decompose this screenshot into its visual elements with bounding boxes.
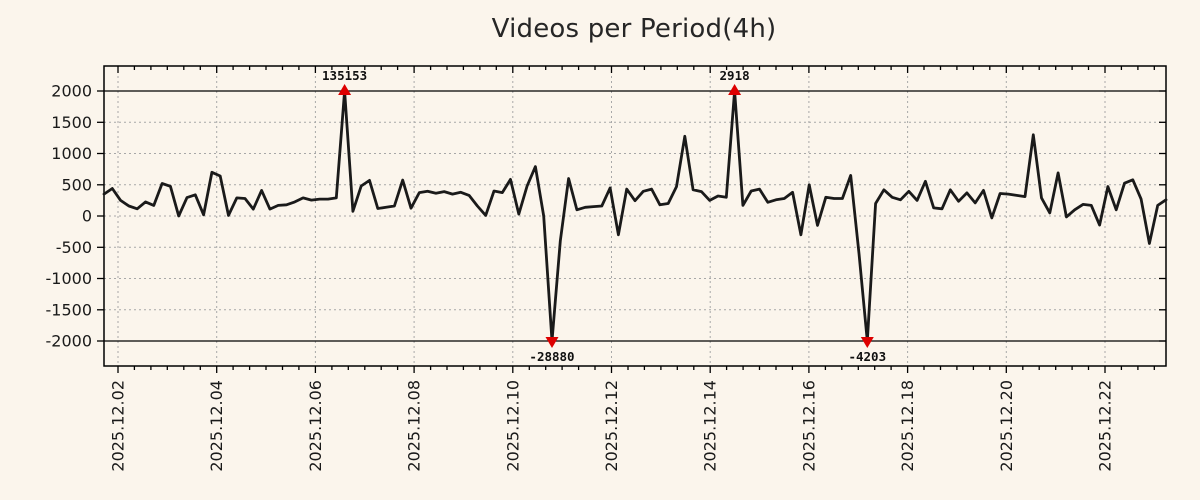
x-tick-label: 2025.12.08 (405, 380, 424, 472)
trough-marker-icon (860, 337, 874, 348)
trough-marker-label: -4203 (848, 349, 886, 364)
chart-title: Videos per Period(4h) (491, 14, 777, 44)
peak-marker-label: 2918 (720, 68, 750, 83)
x-tick-label: 2025.12.02 (109, 380, 128, 472)
y-tick-label: -1000 (46, 269, 93, 288)
y-tick-label: -1500 (46, 300, 93, 319)
trough-marker-label: -28880 (529, 349, 574, 364)
peak-marker-label: 135153 (322, 68, 367, 83)
x-tick-label: 2025.12.20 (997, 380, 1016, 472)
y-tick-label: -500 (56, 238, 92, 257)
peak-marker-icon (338, 84, 352, 95)
y-tick-label: 1000 (51, 144, 92, 163)
x-tick-label: 2025.12.22 (1096, 380, 1115, 472)
y-tick-label: -2000 (46, 332, 93, 351)
x-tick-label: 2025.12.10 (503, 380, 522, 472)
x-tick-label: 2025.12.04 (207, 380, 226, 472)
y-tick-label: 2000 (51, 82, 92, 101)
y-tick-label: 0 (82, 207, 92, 226)
trough-marker-icon (545, 337, 559, 348)
series-line (102, 89, 1168, 343)
x-tick-label: 2025.12.06 (306, 380, 325, 472)
x-tick-label: 2025.12.18 (898, 380, 917, 472)
x-tick-label: 2025.12.16 (799, 380, 818, 472)
peak-marker-icon (728, 84, 742, 95)
x-tick-label: 2025.12.12 (602, 380, 621, 472)
y-tick-label: 1500 (51, 113, 92, 132)
x-tick-label: 2025.12.14 (701, 380, 720, 472)
y-tick-label: 500 (61, 175, 92, 194)
